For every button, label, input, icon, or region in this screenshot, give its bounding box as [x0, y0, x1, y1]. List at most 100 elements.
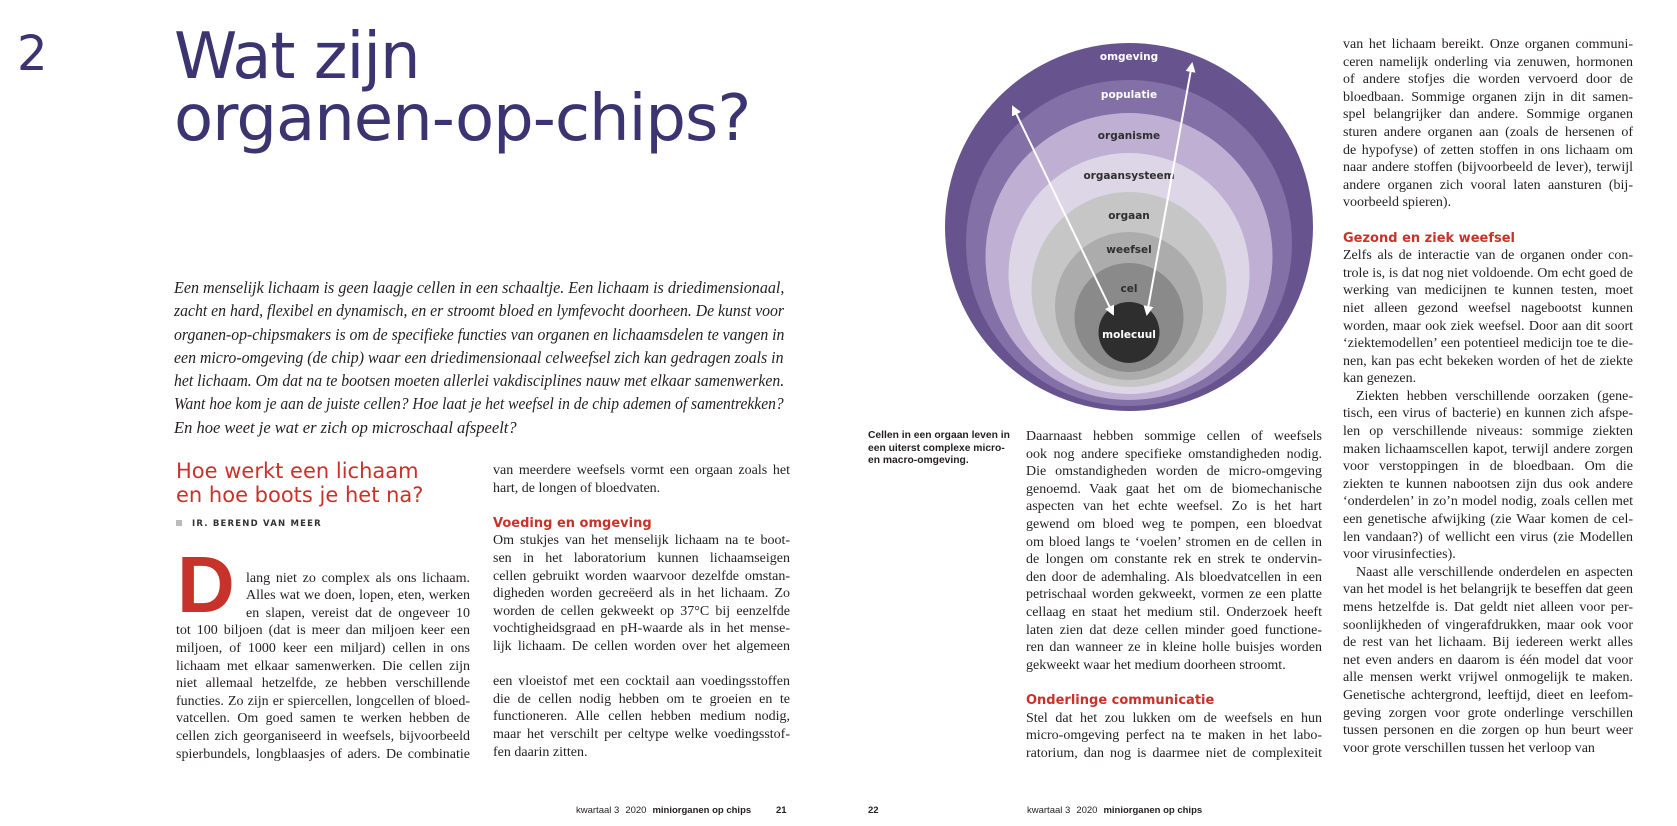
byline-square-icon: [176, 520, 182, 526]
subheading: Onderlinge communicatie: [1026, 692, 1215, 708]
section-heading: Hoe werkt een lichaam en hoe boots je he…: [176, 459, 424, 507]
footer-right: kwartaal 3 2020 miniorganen op chips: [1027, 805, 1202, 817]
title-line-2: organen-op-chips?: [174, 82, 751, 156]
text-line: lichaam met elkaar samenwerken. Die cell…: [176, 658, 470, 674]
text-line: niet allemaal hetzelfde, ze hebben versc…: [176, 676, 470, 692]
text-line: micro-omgeving perfect na te maken in he…: [1026, 728, 1322, 744]
text-line: ook nog andere specifieke omstandigheden…: [1026, 446, 1322, 462]
ring-label-orgaan: orgaan: [1108, 210, 1150, 222]
text-line: genoemd. Vaak gaat het om de biomechanis…: [1026, 481, 1322, 497]
text-line: laten zien dat deze cellen minder goed f…: [1026, 622, 1322, 638]
text-line: sturen andere organen aan (zoals de hers…: [1343, 124, 1633, 140]
text-line: de hypofyse) of zetten stoffen in ons li…: [1343, 142, 1633, 158]
text-line: maar het verschilt per celtype welke voe…: [493, 726, 790, 742]
text-line: tussen personen en die zorgen op hun beu…: [1343, 723, 1633, 739]
text-line: aspecten van het echte weefsel. Zo is he…: [1026, 499, 1322, 515]
text-line: bloedbaan. Sommige organen zijn in dit s…: [1343, 89, 1633, 105]
text-line: gekweekt waar het medium doorheen stroom…: [1026, 657, 1286, 673]
intro-line: zacht en hard, flexibel en dynamisch, en…: [174, 301, 785, 321]
page-number-left: 21: [776, 805, 787, 817]
text-line: geving zorgen voor grote onderlinge vers…: [1343, 705, 1633, 721]
footer-year: 2020: [625, 805, 647, 816]
ring-label-molecuul: molecuul: [1102, 329, 1156, 341]
text-line: van het model is het belangrijk te besef…: [1343, 582, 1633, 598]
footer-series: miniorganen op chips: [652, 805, 752, 816]
text-line: Om stukjes van het menselijk lichaam na …: [493, 533, 790, 549]
ring-label-weefsel: weefsel: [1106, 244, 1151, 256]
text-line: voor verstoppingen in de bloedbaan. Om d…: [1343, 459, 1633, 475]
text-line: spel belangrijker dan andere. Sommige or…: [1343, 107, 1633, 123]
text-line: spierbundels, longblaasjes of aders. De …: [176, 746, 470, 762]
author-name: IR. BEREND VAN MEER: [192, 519, 322, 529]
text-line: trole is, is dat nog niet voldoende. Om …: [1343, 265, 1633, 281]
text-line: die de cellen nodig hebben om te groeien…: [493, 691, 790, 707]
text-line: Naast alle verschillende onderdelen en a…: [1356, 564, 1633, 580]
text-line: ceren namelijk onderling via zenuwen, ho…: [1343, 54, 1633, 70]
text-line: petrischaal worden gekweekt, vormen ze e…: [1026, 587, 1322, 603]
text-line: van het lichaam bereikt. Onze organen co…: [1343, 37, 1633, 52]
text-line: andere organen zich vooral laten aanstur…: [1343, 177, 1633, 193]
intro-line: Want hoe kom je aan de juiste cellen? Ho…: [174, 394, 784, 414]
text-line: alle mensen werkt vrijwel onmogelijk te …: [1343, 670, 1633, 686]
section-heading-line-2: en hoe boots je het na?: [176, 482, 424, 507]
text-line: Genetische achtergrond, leeftijd, dieet …: [1343, 687, 1633, 703]
footer-series: miniorganen op chips: [1103, 805, 1203, 816]
footer-issue: kwartaal 3: [1027, 805, 1071, 816]
ring-label-cel: cel: [1121, 283, 1138, 295]
spacer: [1026, 674, 1322, 692]
caption-line: en macro-omgeving.: [868, 455, 969, 467]
caption-line: een uiterst complexe micro-: [868, 442, 1005, 454]
figure-caption: Cellen in een orgaan leven in een uiters…: [868, 430, 1018, 468]
text-line: len op verschillende niveaus: sommige zi…: [1343, 424, 1633, 440]
ring-label-omgeving: omgeving: [1100, 51, 1158, 63]
page-number-right: 22: [868, 805, 879, 817]
text-line: een vloeistof met een cocktail aan voedi…: [493, 674, 790, 690]
caption-line: Cellen in een orgaan leven in: [868, 430, 1010, 441]
text-line: worden de cellen gekweekt op 37°C bij ee…: [493, 603, 790, 619]
page-number: 21: [776, 805, 787, 816]
spacer: [1343, 212, 1633, 230]
text-line: functioneren. Alle cellen hebben medium …: [493, 709, 790, 725]
text-line: voorbeeld spieren).: [1343, 195, 1452, 211]
text-line: Ziekten hebben verschillende oorzaken (g…: [1356, 388, 1633, 404]
text-line: niet alleen gezond weefsel nagebootst ku…: [1343, 300, 1633, 316]
text-line: tisch, een virus of bacterie) en kunnen …: [1343, 406, 1633, 422]
text-line: de rest van het lichaam. Bij iedereen we…: [1343, 635, 1633, 651]
text-line: of andere stofjes die worden vervoerd do…: [1343, 72, 1633, 88]
body-column-4: van het lichaam bereikt. Onze organen co…: [1343, 36, 1633, 757]
text-line: ‘onderdelen’ in zo’n model nodig, zoals …: [1343, 494, 1633, 510]
author-byline: IR. BEREND VAN MEER: [176, 518, 322, 530]
body-column-3: Daarnaast hebben sommige cellen of weefs…: [1026, 428, 1322, 762]
text-line: mens hetzelfde is. Dat geldt niet alleen…: [1343, 600, 1633, 615]
ring-label-orgaansysteem: orgaansysteem: [1083, 170, 1174, 182]
text-line: cellen gebruikt worden waarvoor dezelfde…: [493, 568, 790, 584]
text-line: Alles wat we doen, lopen, eten, werken: [246, 588, 470, 604]
text-line: soonlijkheden of vingerafdrukken, maar o…: [1343, 617, 1633, 633]
text-line: naar andere stoffen (bijvoorbeeld de lev…: [1343, 160, 1633, 176]
page-title: Wat zijn organen-op-chips?: [174, 25, 751, 156]
intro-line: En hoe weet je wat er zich op microschaa…: [174, 417, 517, 437]
subheading: Gezond en ziek weefsel: [1343, 230, 1515, 246]
text-line: Zelfs als de interactie van de organen o…: [1343, 248, 1633, 264]
body-column-2: van meerdere weefsels vormt een orgaan z…: [493, 462, 790, 761]
text-line: vochtigheidsgraad en pH-waarde als in he…: [493, 621, 790, 637]
intro-line: organen-op-chipsmakers is om de specifie…: [174, 324, 785, 344]
arrow-left-icon: [1011, 105, 1115, 316]
text-line: kan genezen.: [1343, 371, 1417, 387]
text-line: len vandaan?) of wellicht een virus (zie…: [1343, 529, 1633, 545]
text-line: ziekten te kunnen nabootsen zijn dus ook…: [1343, 476, 1633, 492]
text-line: lijk lichaam. De cellen worden over het …: [493, 638, 790, 654]
text-line: gewend om bloed weg te pompen, een bloed…: [1026, 516, 1322, 532]
intro-line: een micro-omgeving (de chip) waar een dr…: [174, 347, 784, 367]
text-line: werking van medicijnen te kunnen testen,…: [1343, 283, 1633, 299]
text-line: ren dan wanneer ze in kleine holle buisj…: [1026, 640, 1322, 656]
footer-left: kwartaal 3 2020 miniorganen op chips: [576, 805, 751, 817]
ring-label-populatie: populatie: [1101, 89, 1157, 101]
section-heading-line-1: Hoe werkt een lichaam: [176, 459, 419, 483]
text-line: den door de ademhaling. Als bloedvatcell…: [1026, 569, 1322, 585]
text-line: ratorium, dan nog is daarmee niet de com…: [1026, 745, 1322, 761]
text-line: net even anders en daarom is één model d…: [1343, 652, 1633, 668]
footer-issue: kwartaal 3: [576, 805, 620, 816]
text-line: voor grote verschillen tussen het verloo…: [1343, 740, 1595, 756]
